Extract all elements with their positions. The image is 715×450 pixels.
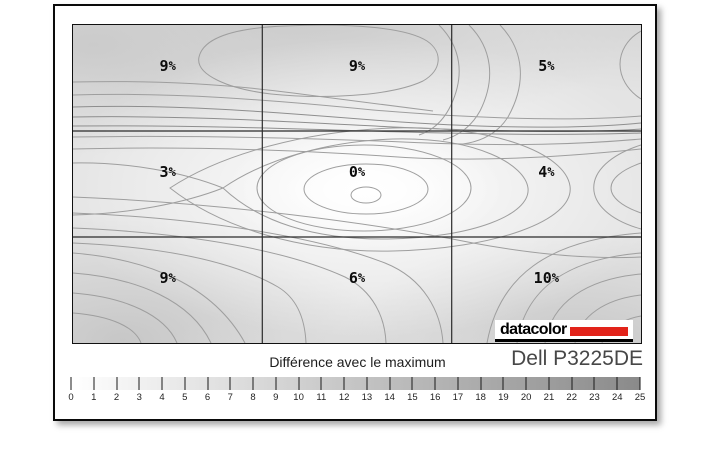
report-frame: 9% 9% 5% 3% 0% 4% 9% 6% 10% datacolor De… [53, 4, 657, 421]
colorbar-tick [411, 377, 413, 390]
colorbar-tick [548, 377, 550, 390]
contour-map [73, 25, 641, 343]
uniformity-contour-plot: 9% 9% 5% 3% 0% 4% 9% 6% 10% datacolor [72, 24, 642, 344]
datacolor-logo-text: datacolor [500, 320, 567, 338]
colorbar-tick [639, 377, 641, 390]
datacolor-logo: datacolor [495, 320, 633, 342]
datacolor-red-bar [569, 326, 628, 336]
colorbar-tick-label: 17 [452, 392, 464, 403]
colorbar-tick-label: 15 [407, 392, 418, 403]
colorbar-tick [70, 377, 72, 390]
colorbar-tick-label: 3 [136, 392, 142, 403]
colorbar-tick-labels: 0 1 2 3 4 5 6 7 8 9 10 11 12 13 14 15 16 17 18 19 20 21 22 23 24… [68, 392, 645, 405]
colorbar-tick [207, 377, 209, 390]
colorbar-tick-label: 8 [250, 392, 256, 403]
colorbar-tick-label: 7 [227, 392, 233, 403]
colorbar-tick-label: 14 [384, 392, 395, 403]
colorbar-tick-label: 16 [429, 392, 441, 403]
colorbar-tick-label: 2 [113, 392, 120, 403]
colorbar-tick [320, 377, 322, 390]
colorbar-tick [571, 377, 573, 390]
colorbar-tick [116, 377, 118, 390]
device-name: Dell P3225DE [511, 347, 643, 370]
colorbar-tick [616, 377, 618, 390]
colorbar-tick [480, 377, 482, 390]
colorbar-tick-label: 21 [543, 392, 555, 403]
colorbar-tick-label: 5 [182, 392, 188, 403]
colorbar-tick [457, 377, 459, 390]
colorbar-tick [366, 377, 368, 390]
colorbar-tick-label: 12 [338, 392, 350, 403]
colorbar-tick-label: 24 [611, 392, 623, 403]
colorbar-tick-label: 19 [498, 392, 509, 403]
colorbar-tick [229, 377, 231, 390]
colorbar-tick [434, 377, 436, 390]
colorbar-tick-label: 10 [293, 392, 304, 403]
colorbar-tick [275, 377, 277, 390]
colorbar-tick-label: 11 [316, 392, 327, 403]
colorbar-tick-label: 22 [566, 392, 578, 403]
colorbar-tick-label: 4 [159, 392, 165, 403]
colorbar-tick-label: 20 [520, 392, 532, 403]
colorbar-tick-label: 13 [361, 392, 373, 403]
colorbar-tick [184, 377, 186, 390]
colorbar-tick-label: 6 [204, 392, 211, 403]
colorbar-tick-label: 18 [475, 392, 486, 403]
colorbar-tick-label: 9 [273, 392, 279, 403]
colorbar-tick [525, 377, 527, 390]
colorbar-tick [298, 377, 300, 390]
colorbar-gradient [70, 377, 641, 390]
colorbar-tick [252, 377, 254, 390]
colorbar-tick [389, 377, 391, 390]
colorbar-tick [593, 377, 595, 390]
colorbar-tick [343, 377, 345, 390]
colorbar-title: Différence avec le maximum [269, 354, 446, 370]
colorbar-tick-label: 1 [91, 392, 97, 403]
colorbar-tick [138, 377, 140, 390]
colorbar-tick-label: 23 [589, 392, 600, 403]
colorbar-tick [161, 377, 163, 390]
colorbar-tick [502, 377, 504, 390]
colorbar-tick-label: 25 [634, 392, 646, 403]
colorbar-tick [93, 377, 95, 390]
colorbar-tick-label: 0 [68, 392, 74, 403]
